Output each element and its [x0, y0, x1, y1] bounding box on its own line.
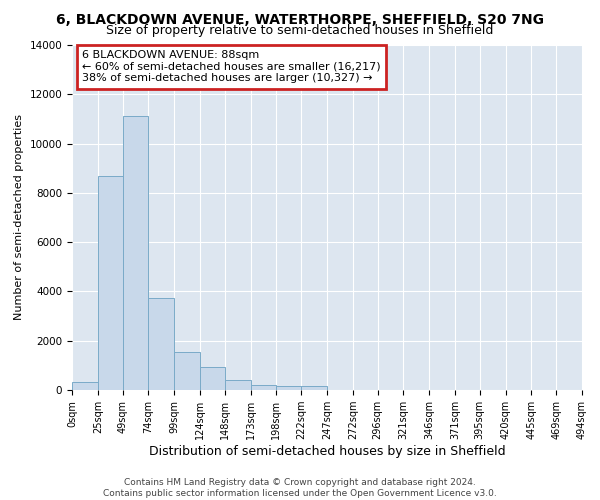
Bar [148, 298, 174, 390]
Bar [301, 386, 327, 390]
Text: 6, BLACKDOWN AVENUE, WATERTHORPE, SHEFFIELD, S20 7NG: 6, BLACKDOWN AVENUE, WATERTHORPE, SHEFFI… [56, 12, 544, 26]
Y-axis label: Number of semi-detached properties: Number of semi-detached properties [14, 114, 24, 320]
Text: Size of property relative to semi-detached houses in Sheffield: Size of property relative to semi-detach… [106, 24, 494, 37]
Text: 6 BLACKDOWN AVENUE: 88sqm
← 60% of semi-detached houses are smaller (16,217)
38%: 6 BLACKDOWN AVENUE: 88sqm ← 60% of semi-… [82, 50, 381, 84]
Bar [72, 382, 98, 390]
Bar [122, 116, 148, 390]
Bar [174, 352, 200, 390]
X-axis label: Distribution of semi-detached houses by size in Sheffield: Distribution of semi-detached houses by … [149, 445, 505, 458]
Bar [98, 176, 122, 390]
Text: Contains HM Land Registry data © Crown copyright and database right 2024.
Contai: Contains HM Land Registry data © Crown c… [103, 478, 497, 498]
Bar [277, 386, 301, 390]
Bar [200, 366, 225, 390]
Bar [225, 380, 251, 390]
Bar [251, 385, 277, 390]
